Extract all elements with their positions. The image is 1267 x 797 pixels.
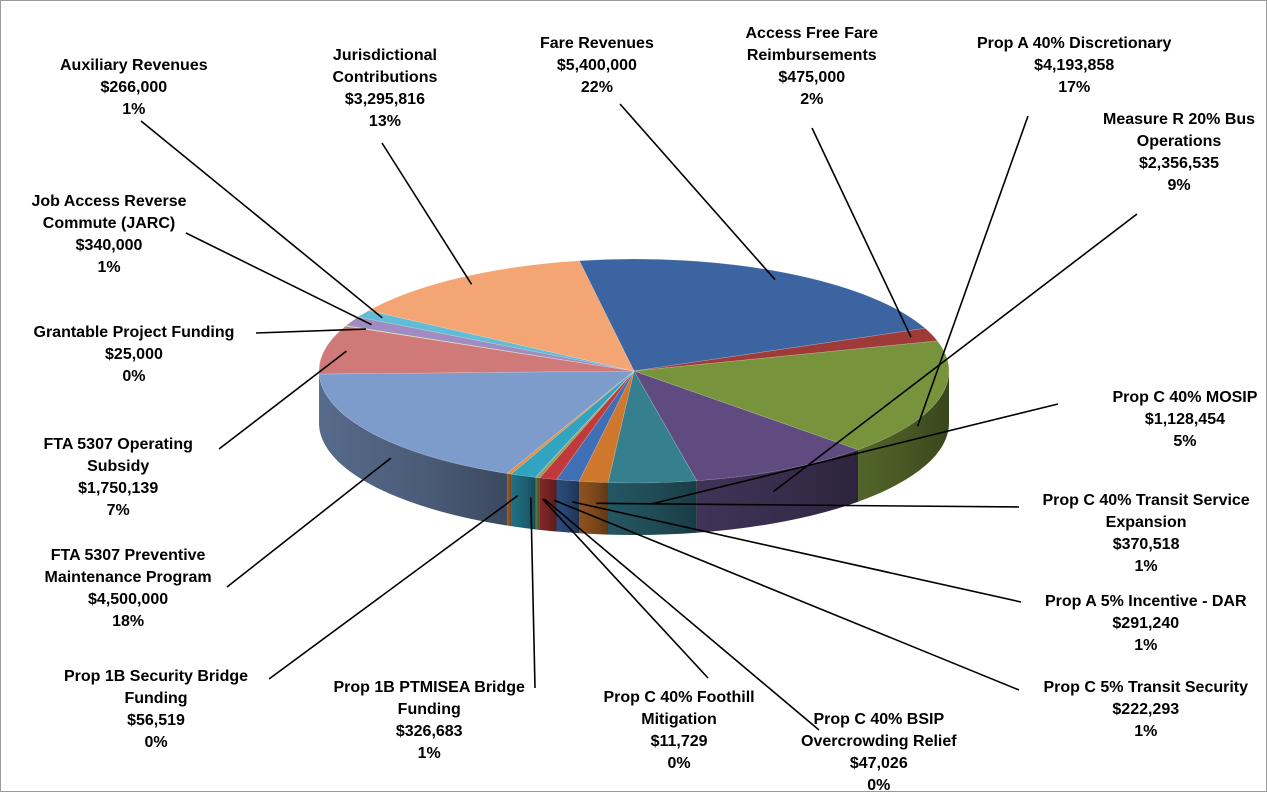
label-name: Reimbursements bbox=[746, 45, 879, 67]
leader-line-prop-c-5-transit-security bbox=[554, 500, 1019, 690]
label-percent: 5% bbox=[1113, 431, 1258, 453]
label-name: Prop 1B PTMISEA Bridge bbox=[334, 677, 525, 699]
pie-wall-shading bbox=[507, 473, 511, 526]
pie-wall-shading bbox=[536, 477, 540, 529]
label-name: Operations bbox=[1103, 131, 1255, 153]
label-amount: $2,356,535 bbox=[1103, 153, 1255, 175]
label-percent: 9% bbox=[1103, 175, 1255, 197]
label-amount: $11,729 bbox=[604, 731, 755, 753]
label-percent: 1% bbox=[60, 99, 208, 121]
label-percent: 13% bbox=[333, 111, 438, 133]
label-name: Prop A 5% Incentive - DAR bbox=[1045, 591, 1247, 613]
label-name: Prop C 40% MOSIP bbox=[1113, 387, 1258, 409]
label-name: Prop C 40% Foothill bbox=[604, 687, 755, 709]
label-name: FTA 5307 Preventive bbox=[45, 545, 212, 567]
label-name: Jurisdictional bbox=[333, 45, 438, 67]
label-amount: $47,026 bbox=[801, 753, 957, 775]
pie-wall-shading bbox=[579, 481, 608, 534]
leader-line-fta-5307-preventive-maintenance-program bbox=[227, 458, 391, 587]
label-name: Auxiliary Revenues bbox=[60, 55, 208, 77]
label-name: Expansion bbox=[1043, 512, 1250, 534]
label-name: Subsidy bbox=[44, 456, 193, 478]
label-amount: $1,750,139 bbox=[44, 478, 193, 500]
label-name: Prop C 5% Transit Security bbox=[1044, 677, 1249, 699]
leader-line-jurisdictional-contributions bbox=[382, 143, 472, 284]
label-percent: 18% bbox=[45, 611, 212, 633]
label-name: Mitigation bbox=[604, 709, 755, 731]
label-amount: $4,500,000 bbox=[45, 589, 212, 611]
label-amount: $5,400,000 bbox=[540, 55, 654, 77]
label-percent: 1% bbox=[1044, 721, 1249, 743]
label-amount: $4,193,858 bbox=[977, 55, 1171, 77]
label-amount: $291,240 bbox=[1045, 613, 1247, 635]
label-name: Fare Revenues bbox=[540, 33, 654, 55]
leader-line-fare-revenues bbox=[620, 104, 775, 280]
leader-line-prop-a-40-discretionary bbox=[918, 116, 1028, 426]
label-name: Access Free Fare bbox=[746, 23, 879, 45]
label-percent: 0% bbox=[64, 732, 248, 754]
label-name: FTA 5307 Operating bbox=[44, 434, 193, 456]
label-percent: 1% bbox=[32, 257, 187, 279]
label-amount: $1,128,454 bbox=[1113, 409, 1258, 431]
label-percent: 1% bbox=[334, 743, 525, 765]
label-name: Prop C 40% Transit Service bbox=[1043, 490, 1250, 512]
label-name: Maintenance Program bbox=[45, 567, 212, 589]
pie-wall-shading bbox=[535, 477, 536, 529]
label-name: Job Access Reverse bbox=[32, 191, 187, 213]
label-name: Prop A 40% Discretionary bbox=[977, 33, 1171, 55]
label-name: Measure R 20% Bus bbox=[1103, 109, 1255, 131]
label-name: Prop C 40% BSIP bbox=[801, 709, 957, 731]
label-percent: 0% bbox=[801, 775, 957, 797]
label-amount: $370,518 bbox=[1043, 534, 1250, 556]
label-percent: 1% bbox=[1045, 635, 1247, 657]
label-percent: 0% bbox=[34, 366, 235, 388]
label-name: Prop 1B Security Bridge bbox=[64, 666, 248, 688]
label-percent: 22% bbox=[540, 77, 654, 99]
label-percent: 1% bbox=[1043, 556, 1250, 578]
label-amount: $222,293 bbox=[1044, 699, 1249, 721]
label-amount: $340,000 bbox=[32, 235, 187, 257]
label-name: Overcrowding Relief bbox=[801, 731, 957, 753]
label-amount: $475,000 bbox=[746, 67, 879, 89]
label-name: Contributions bbox=[333, 67, 438, 89]
leader-line-prop-1b-security-bridge-funding bbox=[269, 496, 518, 679]
label-amount: $326,683 bbox=[334, 721, 525, 743]
label-name: Commute (JARC) bbox=[32, 213, 187, 235]
label-percent: 2% bbox=[746, 89, 879, 111]
label-percent: 7% bbox=[44, 500, 193, 522]
leader-line-job-access-reverse-commute-jarc bbox=[186, 233, 372, 325]
label-amount: $266,000 bbox=[60, 77, 208, 99]
label-name: Grantable Project Funding bbox=[34, 322, 235, 344]
label-amount: $25,000 bbox=[34, 344, 235, 366]
label-name: Funding bbox=[64, 688, 248, 710]
label-name: Funding bbox=[334, 699, 525, 721]
label-amount: $3,295,816 bbox=[333, 89, 438, 111]
label-percent: 17% bbox=[977, 77, 1171, 99]
label-percent: 0% bbox=[604, 753, 755, 775]
label-amount: $56,519 bbox=[64, 710, 248, 732]
